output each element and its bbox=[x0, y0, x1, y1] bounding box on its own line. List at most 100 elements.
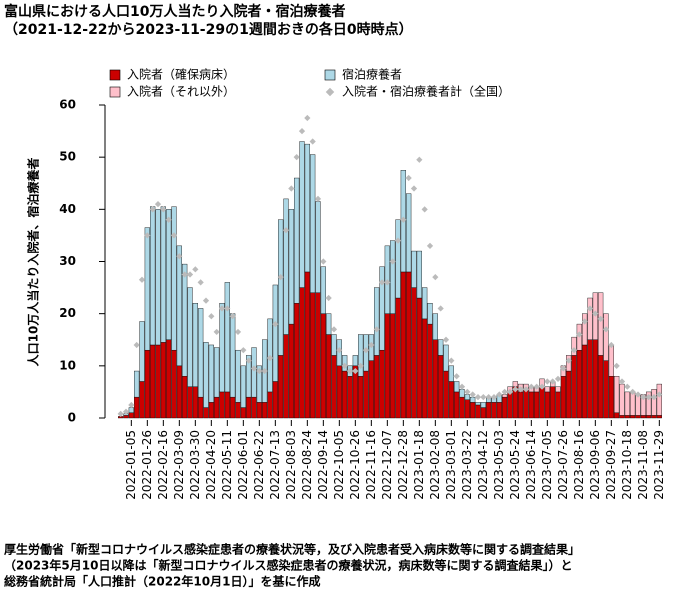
bar bbox=[379, 349, 385, 419]
point bbox=[554, 375, 562, 382]
bar bbox=[550, 386, 556, 419]
bar bbox=[555, 391, 561, 419]
bar bbox=[603, 360, 609, 419]
x-tick-label: 2023-07-05 bbox=[540, 430, 554, 500]
x-tick-label: 2022-06-01 bbox=[236, 430, 250, 500]
bar bbox=[368, 360, 374, 419]
point bbox=[624, 383, 631, 390]
x-tick-label: 2023-03-22 bbox=[460, 430, 474, 500]
bar bbox=[635, 415, 641, 419]
point bbox=[416, 156, 423, 163]
bar bbox=[144, 349, 150, 419]
x-tick-label: 2022-10-26 bbox=[348, 430, 362, 500]
bar bbox=[443, 370, 449, 419]
bar bbox=[278, 355, 284, 419]
x-tick-label: 2023-02-08 bbox=[428, 430, 442, 500]
point bbox=[512, 386, 519, 393]
point bbox=[368, 341, 375, 349]
x-tick-label: 2023-08-16 bbox=[572, 430, 586, 500]
bar bbox=[374, 355, 380, 419]
x-tick-label: 2023-09-06 bbox=[588, 430, 602, 500]
bar bbox=[571, 336, 577, 356]
x-tick-label: 2022-12-28 bbox=[396, 430, 410, 500]
point bbox=[389, 258, 396, 265]
bar bbox=[283, 198, 289, 335]
bar bbox=[134, 396, 140, 419]
point bbox=[474, 394, 482, 401]
footnote: 総務省統計局「人口推計（2022年10月1日）」を基に作成 bbox=[4, 574, 320, 589]
footnote: （2023年5月10日以降は「新型コロナウイルス感染症患者の療養状況，病床数等に… bbox=[4, 558, 572, 573]
point bbox=[576, 331, 583, 338]
x-tick-label: 2022-06-22 bbox=[252, 430, 266, 500]
point bbox=[656, 391, 663, 398]
bar bbox=[235, 402, 241, 419]
point bbox=[362, 347, 370, 354]
point bbox=[448, 357, 455, 364]
point bbox=[325, 294, 332, 302]
point bbox=[138, 276, 146, 283]
x-tick-label: 2023-05-24 bbox=[508, 430, 522, 500]
point bbox=[154, 201, 162, 208]
bar bbox=[331, 355, 337, 419]
bar bbox=[614, 412, 620, 419]
bar bbox=[347, 376, 353, 419]
y-tick-label: 60 bbox=[59, 98, 76, 112]
point bbox=[133, 341, 140, 349]
bar bbox=[203, 407, 209, 419]
bar bbox=[160, 206, 166, 343]
bar bbox=[246, 396, 252, 419]
point bbox=[426, 242, 434, 249]
point bbox=[229, 313, 236, 320]
bar bbox=[166, 339, 172, 419]
point bbox=[432, 274, 439, 281]
legend-label: 宿泊療養者 bbox=[342, 67, 402, 82]
bar bbox=[384, 313, 390, 419]
legend-marker bbox=[325, 87, 335, 97]
bar bbox=[294, 303, 300, 419]
bar bbox=[176, 365, 182, 419]
bar bbox=[320, 313, 326, 419]
bar bbox=[230, 396, 236, 419]
bar bbox=[326, 313, 332, 335]
bar bbox=[283, 334, 289, 419]
legend-label: 入院者（確保病床） bbox=[127, 67, 235, 82]
bar bbox=[635, 394, 641, 416]
bar bbox=[438, 339, 444, 356]
bar bbox=[176, 245, 182, 367]
bar bbox=[646, 415, 652, 419]
bar bbox=[587, 297, 593, 340]
point bbox=[485, 394, 492, 401]
bar bbox=[198, 308, 204, 398]
bar bbox=[619, 415, 625, 419]
bar bbox=[651, 389, 657, 416]
bar bbox=[155, 344, 161, 419]
point bbox=[197, 279, 204, 286]
point bbox=[234, 328, 242, 336]
bar bbox=[544, 391, 550, 419]
point bbox=[437, 305, 444, 312]
point bbox=[570, 347, 578, 354]
bar bbox=[587, 339, 593, 419]
bar bbox=[400, 271, 406, 419]
x-tick-label: 2023-06-14 bbox=[524, 430, 538, 500]
point bbox=[208, 313, 215, 320]
bar bbox=[608, 376, 614, 419]
bar bbox=[379, 266, 385, 351]
legend-label: 入院者（それ以外） bbox=[127, 85, 235, 99]
bar bbox=[342, 370, 348, 419]
bar bbox=[187, 287, 193, 387]
bar bbox=[171, 206, 177, 351]
point bbox=[378, 279, 386, 286]
bar bbox=[395, 297, 401, 419]
bar bbox=[262, 402, 268, 419]
point bbox=[250, 365, 258, 372]
bar bbox=[454, 381, 460, 393]
bar bbox=[534, 391, 540, 419]
bar bbox=[571, 355, 577, 419]
bar bbox=[310, 292, 316, 419]
point bbox=[410, 185, 418, 192]
bar bbox=[470, 402, 476, 419]
point bbox=[245, 357, 252, 364]
x-tick-label: 2022-01-05 bbox=[124, 430, 138, 500]
bar bbox=[256, 402, 262, 419]
